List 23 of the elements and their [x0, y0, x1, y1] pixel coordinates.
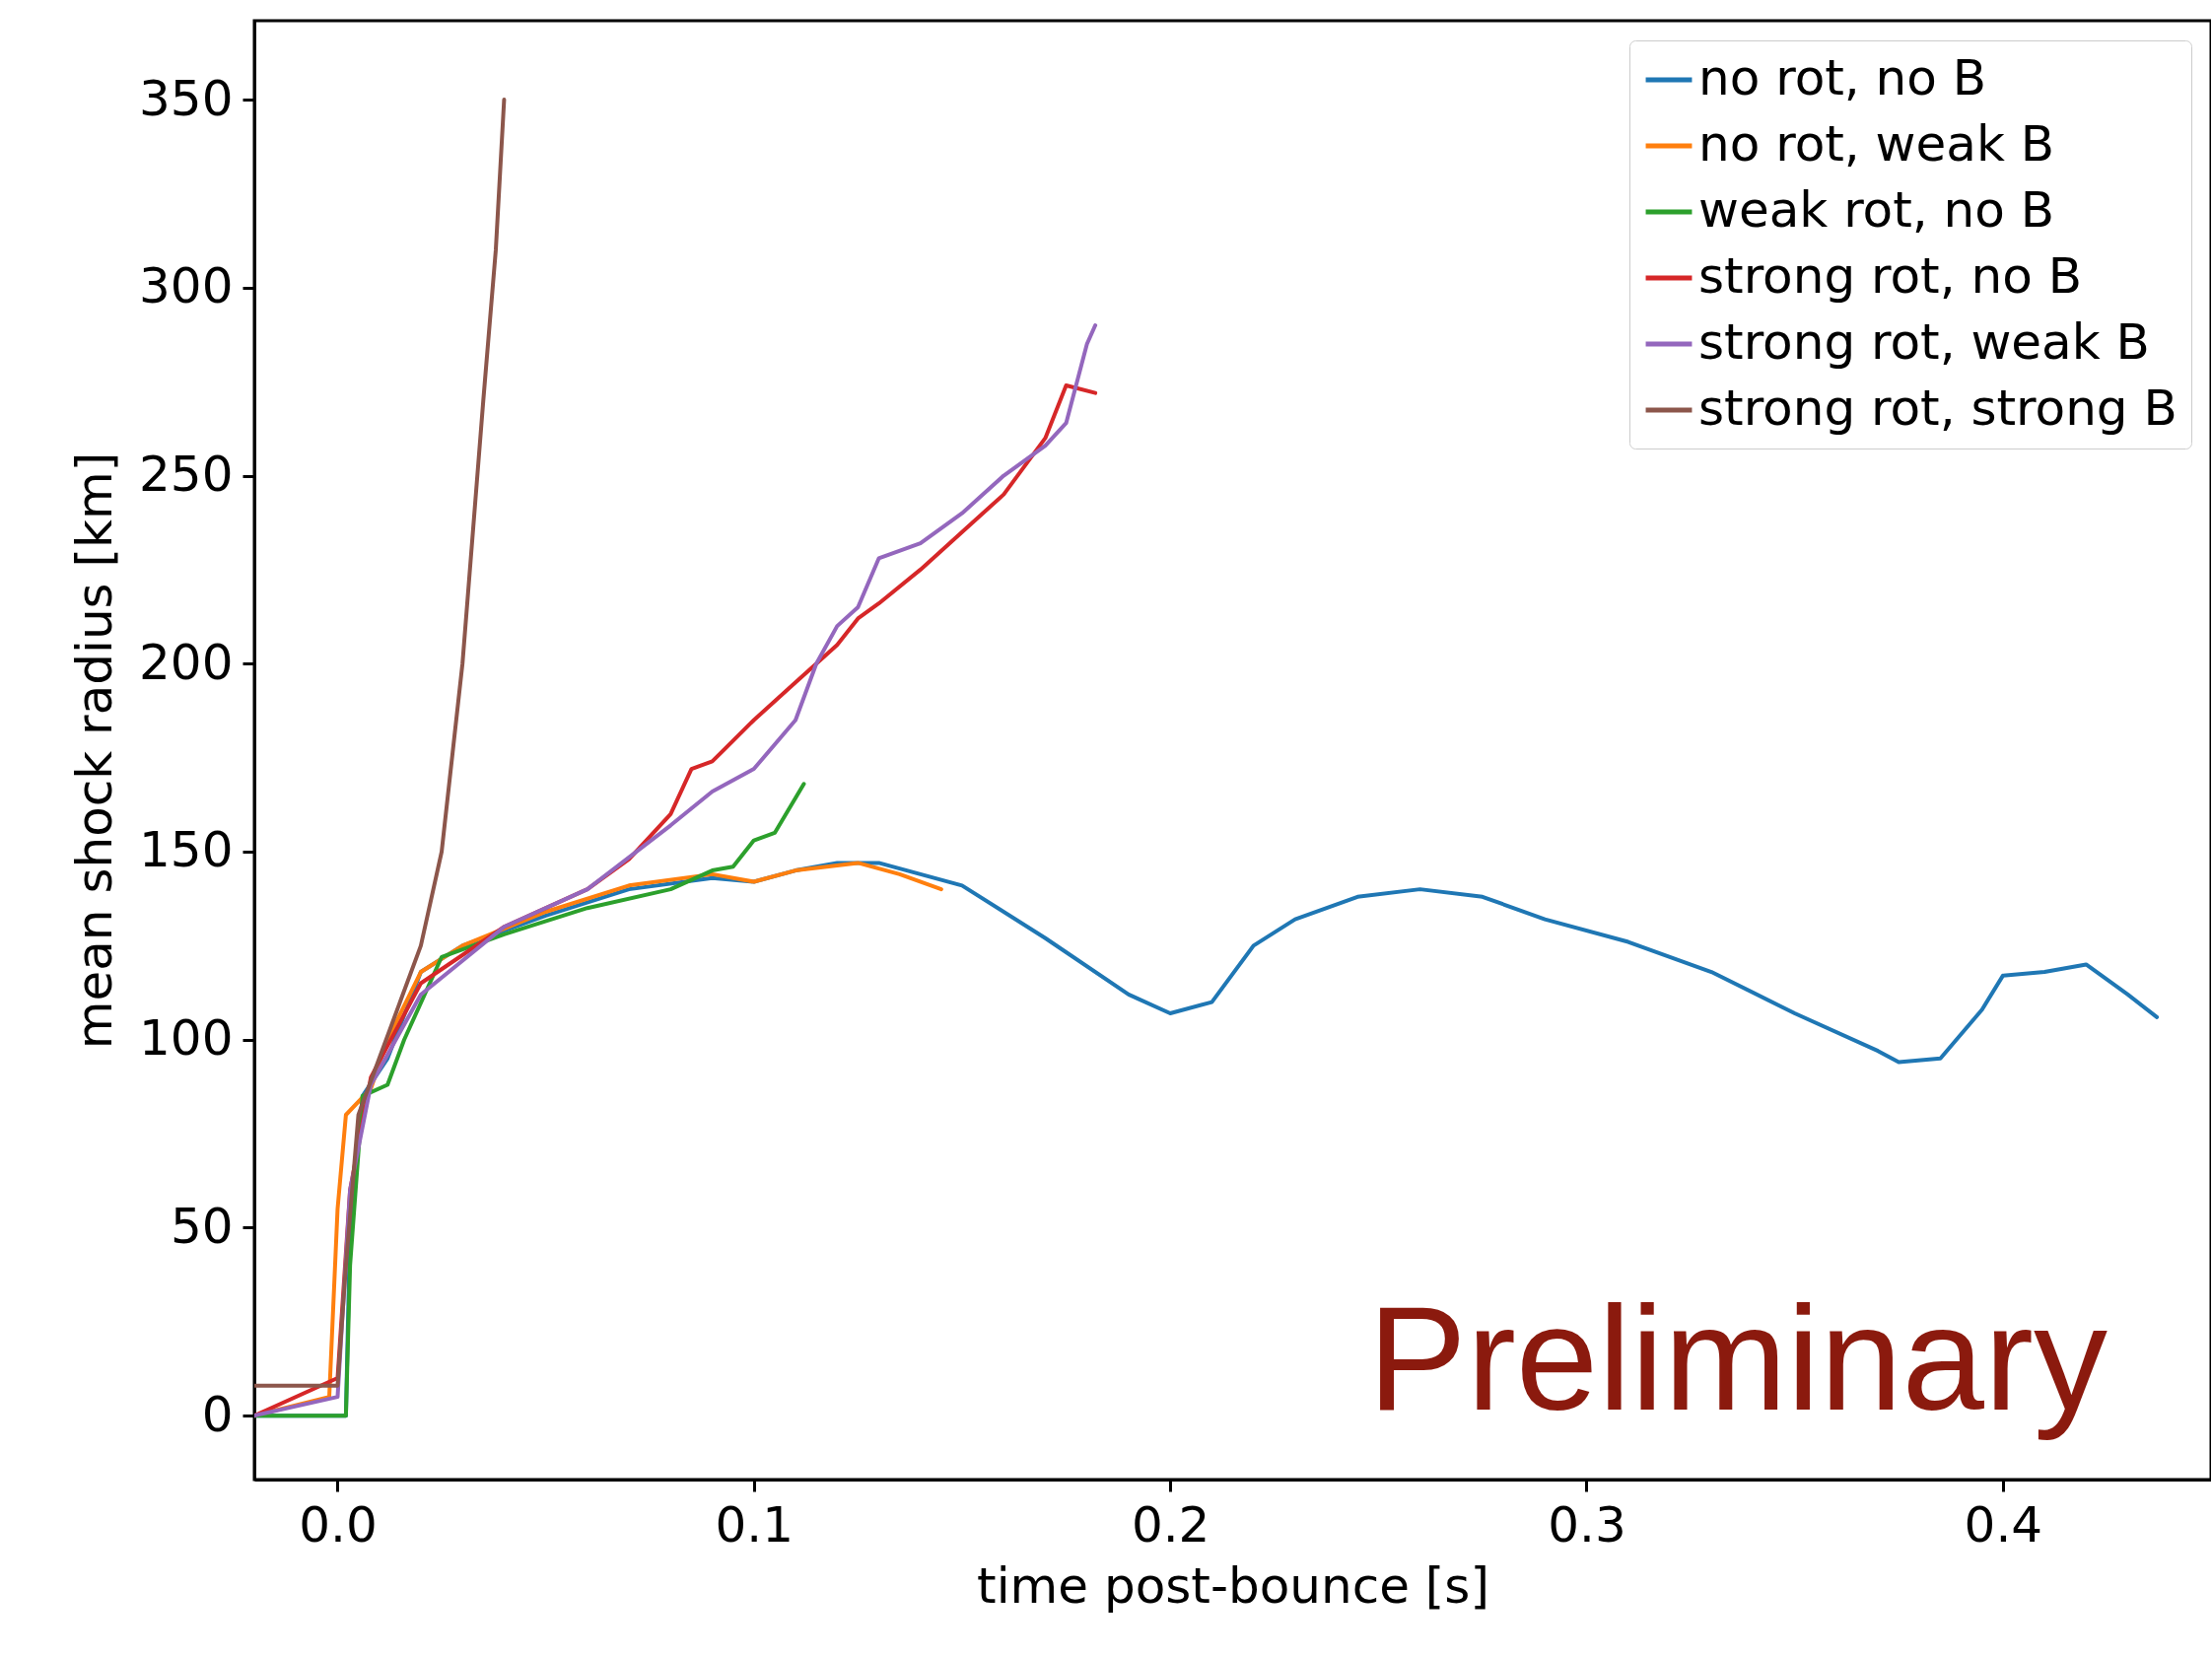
x-tick-label: 0.0: [299, 1495, 378, 1553]
y-tick-label: 50: [170, 1197, 234, 1255]
annotation: Preliminary: [1367, 1276, 2108, 1441]
y-axis-title: mean shock radius [km]: [66, 451, 124, 1050]
y-tick-label: 0: [201, 1385, 234, 1443]
legend-label: no rot, weak B: [1698, 115, 2055, 173]
legend-label: strong rot, weak B: [1698, 313, 2150, 371]
legend-label: weak rot, no B: [1698, 181, 2055, 239]
x-tick-label: 0.2: [1131, 1495, 1210, 1553]
x-tick-label: 0.3: [1548, 1495, 1626, 1553]
y-tick-label: 150: [139, 821, 234, 879]
x-tick-label: 0.4: [1964, 1495, 2043, 1553]
y-tick-label: 350: [139, 69, 234, 127]
x-axis-title: time post-bounce [s]: [977, 1556, 1489, 1615]
y-tick-label: 100: [139, 1009, 234, 1068]
line-series: [254, 98, 507, 1388]
y-tick-label: 300: [139, 257, 234, 315]
x-tick-label: 0.1: [715, 1495, 795, 1553]
y-tick-label: 250: [139, 446, 234, 504]
legend-label: strong rot, strong B: [1698, 380, 2177, 437]
legend-label: strong rot, no B: [1698, 247, 2082, 305]
legend-label: no rot, no B: [1698, 49, 1987, 106]
y-tick-label: 200: [139, 633, 234, 691]
